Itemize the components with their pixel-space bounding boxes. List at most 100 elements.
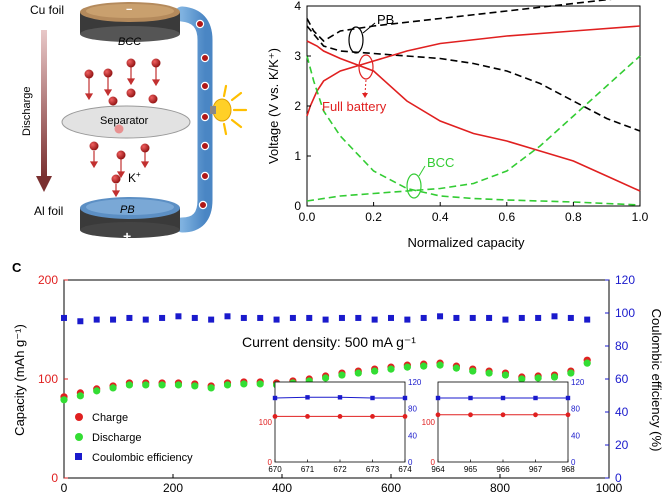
x-tick-label: 400 bbox=[272, 481, 292, 492]
legend-discharge-marker bbox=[75, 433, 83, 441]
inset-x-tick-label: 967 bbox=[529, 465, 543, 474]
inset-ce-point bbox=[533, 395, 538, 401]
right-y-tick-label: 60 bbox=[615, 372, 629, 386]
left-y-tick-label: 100 bbox=[38, 372, 58, 386]
ce-point bbox=[273, 316, 280, 323]
inset-charge-point bbox=[468, 412, 473, 418]
electrons bbox=[195, 19, 210, 210]
inset-right-tick-label: 120 bbox=[408, 378, 422, 387]
legend-ce-marker bbox=[75, 453, 82, 460]
discharge-point bbox=[354, 369, 362, 377]
inset-x-tick-label: 965 bbox=[464, 465, 478, 474]
inset-ce-point bbox=[435, 395, 441, 401]
ce-point bbox=[567, 314, 574, 321]
discharge-point bbox=[436, 361, 444, 369]
discharge-point bbox=[452, 364, 460, 372]
ce-point bbox=[224, 313, 231, 320]
ce-point bbox=[584, 316, 591, 323]
discharge-point bbox=[469, 367, 477, 375]
discharge-point bbox=[567, 369, 575, 377]
discharge-point bbox=[371, 367, 379, 375]
inset-ce-point bbox=[370, 395, 375, 401]
discharge-point bbox=[207, 384, 215, 392]
cycling-chart: C 0 200 400 600 800 1000010020002040608010012… bbox=[12, 260, 664, 492]
inset-charge-point bbox=[272, 414, 278, 419]
ce-point bbox=[486, 314, 493, 321]
inset-right-tick-label: 80 bbox=[571, 405, 580, 414]
k-ion-label: K+ bbox=[128, 170, 141, 185]
ion bbox=[108, 96, 118, 106]
discharge-point bbox=[256, 380, 264, 388]
ce-point bbox=[93, 316, 100, 323]
ce-point bbox=[518, 314, 525, 321]
ce-point bbox=[535, 314, 542, 321]
right-y-tick-label: 120 bbox=[615, 273, 635, 287]
left-axis-label: Capacity (mAh g⁻¹) bbox=[12, 324, 27, 436]
inset-right-tick-label: 40 bbox=[408, 431, 417, 440]
ce-point bbox=[469, 314, 476, 321]
ce-point bbox=[61, 314, 67, 321]
cycling-data bbox=[60, 313, 591, 404]
x-tick-label: 1000 bbox=[596, 481, 623, 492]
x-tick-label: 600 bbox=[381, 481, 401, 492]
inset-right-tick-label: 80 bbox=[408, 405, 417, 414]
inset-right-tick-label: 0 bbox=[571, 458, 576, 467]
ce-point bbox=[551, 313, 558, 320]
inset-right-tick-label: 120 bbox=[571, 378, 585, 387]
inset-x-tick-label: 964 bbox=[431, 465, 445, 474]
ion bbox=[103, 68, 113, 78]
discharge-point bbox=[240, 380, 248, 388]
electron bbox=[198, 200, 208, 210]
anode-disk bbox=[80, 2, 180, 42]
discharge-point bbox=[142, 381, 150, 389]
legend: Charge Discharge Coulombic efficiency bbox=[75, 412, 193, 464]
pb-label: PB bbox=[120, 204, 135, 216]
separator-disk bbox=[61, 105, 191, 139]
x-tick-label: 0 bbox=[61, 481, 68, 492]
battery-schematic: Cu foil − BCC Discharge bbox=[21, 2, 248, 244]
ce-point bbox=[404, 316, 411, 323]
right-y-tick-label: 0 bbox=[615, 471, 622, 485]
panel-c-label: C bbox=[12, 260, 22, 275]
ce-point bbox=[240, 314, 247, 321]
ce-point bbox=[208, 316, 215, 323]
inset-ce-point bbox=[565, 395, 571, 401]
inset-charge-point bbox=[500, 412, 506, 418]
x-tick-label: 0.4 bbox=[432, 210, 449, 224]
discharge-point bbox=[485, 369, 493, 377]
discharge-point bbox=[158, 381, 166, 389]
right-axis-label: Coulombic efficiency (%) bbox=[649, 309, 664, 452]
ce-point bbox=[388, 314, 394, 321]
left-y-tick-label: 0 bbox=[51, 471, 58, 485]
ion bbox=[126, 88, 136, 98]
inset-right-tick-label: 40 bbox=[571, 431, 580, 440]
inset-ce-point bbox=[402, 395, 408, 401]
voltage-curve bbox=[306, 40, 641, 192]
ion bbox=[111, 174, 121, 184]
voltage-curve bbox=[306, 0, 612, 43]
inset-x-tick-label: 968 bbox=[561, 465, 575, 474]
electron bbox=[200, 81, 210, 91]
ce-point bbox=[338, 314, 345, 321]
inset-charge-point bbox=[533, 412, 538, 418]
inset-charge-point bbox=[402, 414, 408, 419]
cu-foil-label: Cu foil bbox=[30, 3, 64, 17]
inset-left-tick-label: 0 bbox=[431, 458, 436, 467]
inset-ce-point bbox=[468, 395, 473, 401]
ion bbox=[116, 150, 126, 160]
y-tick-label: 4 bbox=[294, 0, 301, 13]
right-y-tick-label: 80 bbox=[615, 339, 629, 353]
ce-point bbox=[257, 314, 264, 321]
pb-marker-ellipse bbox=[348, 26, 364, 54]
discharge-point bbox=[420, 362, 428, 370]
x-tick-label: 1.0 bbox=[632, 210, 649, 224]
left-y-tick-label: 200 bbox=[38, 273, 58, 287]
x-tick-label: 800 bbox=[490, 481, 510, 492]
inset-left-tick-label: 0 bbox=[268, 458, 273, 467]
bcc-leader-line bbox=[418, 165, 426, 177]
axis-ticks: 0.0 0.2 0.4 0.6 0.8 1.0 0 1 2 3 4 bbox=[294, 0, 648, 224]
inset-x-tick-label: 673 bbox=[366, 465, 380, 474]
inset-ce-point bbox=[337, 395, 343, 400]
